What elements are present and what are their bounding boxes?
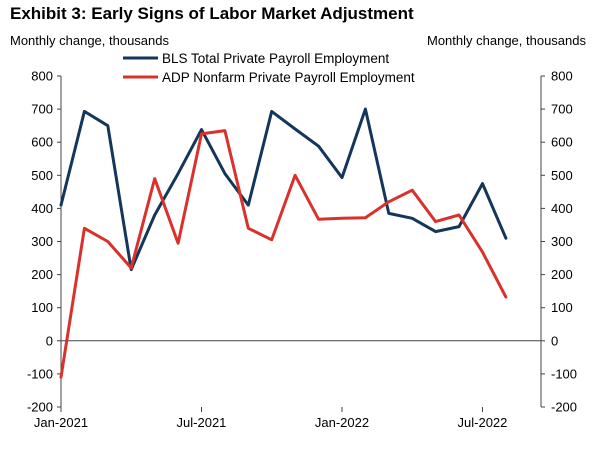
right-y-tick-label: 800 bbox=[551, 69, 573, 84]
legend-label-bls: BLS Total Private Payroll Employment bbox=[162, 51, 389, 66]
left-y-tick-label: 300 bbox=[31, 234, 53, 249]
left-y-tick-label: 400 bbox=[31, 201, 53, 216]
right-y-tick-label: 200 bbox=[551, 267, 573, 282]
left-y-tick-label: 0 bbox=[46, 333, 53, 348]
right-y-tick-label: 300 bbox=[551, 234, 573, 249]
left-axis-label: Monthly change, thousands bbox=[10, 33, 169, 48]
series-line-bls bbox=[59, 107, 508, 272]
right-axis-label: Monthly change, thousands bbox=[427, 33, 586, 48]
x-tick-label: Jan-2022 bbox=[315, 415, 369, 430]
left-y-tick-label: 500 bbox=[31, 168, 53, 183]
series-line-adp bbox=[59, 129, 508, 379]
x-tick-label: Jan-2021 bbox=[34, 415, 88, 430]
right-y-tick-label: 500 bbox=[551, 168, 573, 183]
x-tick-label: Jul-2022 bbox=[458, 415, 508, 430]
right-y-tick-label: 100 bbox=[551, 300, 573, 315]
left-y-tick-label: 200 bbox=[31, 267, 53, 282]
right-y-tick-label: 400 bbox=[551, 201, 573, 216]
left-y-tick-label: 800 bbox=[31, 69, 53, 84]
left-y-tick-label: -200 bbox=[27, 400, 53, 415]
right-y-tick-label: 700 bbox=[551, 102, 573, 117]
left-y-tick-label: 100 bbox=[31, 300, 53, 315]
left-y-tick-label: 600 bbox=[31, 135, 53, 150]
chart-title: Exhibit 3: Early Signs of Labor Market A… bbox=[10, 4, 414, 23]
right-y-tick-label: -200 bbox=[551, 400, 577, 415]
right-y-tick-label: -100 bbox=[551, 366, 577, 381]
right-y-tick-label: 0 bbox=[551, 333, 558, 348]
left-y-tick-label: -100 bbox=[27, 366, 53, 381]
right-y-tick-label: 600 bbox=[551, 135, 573, 150]
legend-label-adp: ADP Nonfarm Private Payroll Employment bbox=[162, 70, 415, 85]
x-tick-label: Jul-2021 bbox=[177, 415, 227, 430]
left-y-tick-label: 700 bbox=[31, 102, 53, 117]
